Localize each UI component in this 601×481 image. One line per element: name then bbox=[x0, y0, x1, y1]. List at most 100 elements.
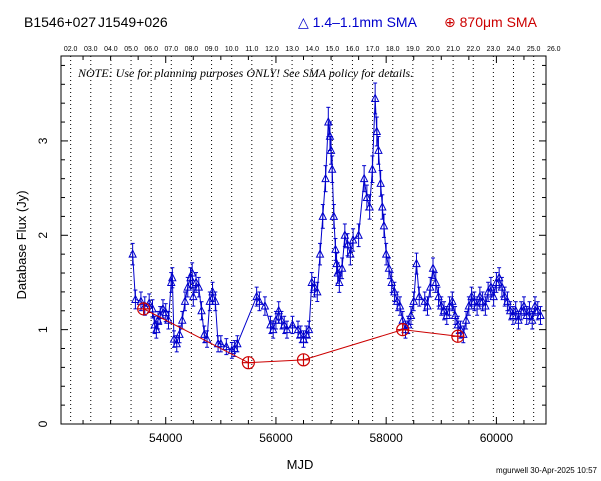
data-point bbox=[161, 307, 171, 317]
data-point bbox=[445, 300, 454, 310]
top-year-label: 02.0 bbox=[64, 46, 78, 53]
data-point bbox=[252, 291, 261, 301]
data-point bbox=[384, 263, 394, 272]
data-point bbox=[378, 201, 387, 211]
data-point bbox=[274, 305, 284, 315]
data-point bbox=[492, 277, 501, 286]
y-tick-label: 0 bbox=[36, 420, 50, 427]
data-point bbox=[194, 282, 204, 291]
data-point bbox=[436, 300, 446, 310]
data-point bbox=[472, 300, 482, 310]
top-year-label: 22.0 bbox=[466, 46, 480, 53]
data-point bbox=[503, 296, 512, 305]
data-point bbox=[216, 338, 226, 348]
top-year-label: 03.0 bbox=[84, 46, 98, 53]
top-year-label: 11.0 bbox=[245, 46, 258, 53]
data-point bbox=[183, 282, 193, 291]
data-point bbox=[370, 93, 380, 102]
data-point bbox=[335, 277, 344, 286]
data-point bbox=[175, 329, 184, 338]
top-year-label: 21.0 bbox=[446, 46, 460, 53]
data-point bbox=[392, 296, 402, 305]
data-point bbox=[325, 131, 335, 140]
data-point bbox=[331, 244, 340, 253]
data-point bbox=[447, 296, 457, 305]
planning-note: NOTE: Use for planning purposes ONLY! Se… bbox=[78, 66, 414, 80]
top-year-label: 15.0 bbox=[326, 46, 340, 53]
y-axis-label: Database Flux (Jy) bbox=[14, 190, 29, 299]
top-year-label: 20.0 bbox=[426, 46, 440, 53]
data-point bbox=[279, 319, 289, 329]
y-tick-label: 2 bbox=[36, 232, 50, 239]
x-tick-label: 58000 bbox=[369, 431, 403, 445]
data-point bbox=[307, 277, 317, 286]
data-point bbox=[169, 333, 179, 343]
data-point bbox=[205, 296, 215, 305]
top-year-label: 23.0 bbox=[487, 46, 501, 53]
data-point bbox=[136, 296, 146, 305]
top-year-label: 08.0 bbox=[185, 46, 199, 53]
data-series bbox=[128, 82, 545, 370]
data-point bbox=[478, 296, 487, 305]
x-tick-label: 60000 bbox=[480, 431, 514, 445]
data-point bbox=[527, 315, 537, 324]
legend-sma-870um: ⊕ 870μm SMA bbox=[444, 14, 537, 30]
data-point bbox=[395, 300, 405, 310]
series-sma-870um bbox=[137, 302, 465, 370]
data-point bbox=[340, 230, 350, 239]
data-point bbox=[158, 303, 168, 313]
top-year-label: 04.0 bbox=[104, 46, 118, 53]
data-point bbox=[327, 164, 337, 173]
data-point bbox=[428, 263, 438, 272]
data-point bbox=[326, 145, 336, 154]
data-point bbox=[348, 234, 358, 244]
data-point bbox=[164, 315, 173, 324]
data-point bbox=[187, 267, 197, 277]
x-tick-label: 56000 bbox=[259, 431, 293, 445]
data-point bbox=[177, 315, 187, 324]
data-point bbox=[312, 286, 322, 296]
series-sma-1mm bbox=[128, 82, 545, 359]
data-point bbox=[456, 324, 465, 334]
data-point bbox=[376, 178, 385, 187]
data-point bbox=[374, 145, 383, 154]
top-year-label: 26.0 bbox=[547, 46, 561, 53]
data-point bbox=[211, 296, 220, 305]
top-year-label: 19.0 bbox=[406, 46, 420, 53]
data-point bbox=[489, 291, 498, 301]
data-point bbox=[321, 173, 330, 183]
data-point bbox=[168, 272, 177, 282]
data-point bbox=[197, 305, 206, 315]
data-point bbox=[406, 310, 416, 319]
top-year-label: 09.0 bbox=[205, 46, 219, 53]
data-point bbox=[337, 263, 347, 272]
top-year-label: 06.0 bbox=[144, 46, 158, 53]
data-point bbox=[525, 305, 534, 315]
data-point bbox=[227, 345, 237, 354]
data-point bbox=[191, 277, 201, 286]
data-point bbox=[368, 164, 377, 173]
data-point bbox=[423, 300, 432, 310]
data-point bbox=[202, 333, 212, 343]
data-point bbox=[301, 329, 311, 338]
data-point bbox=[266, 319, 275, 329]
top-year-label: 07.0 bbox=[164, 46, 178, 53]
data-point bbox=[365, 201, 374, 211]
data-point bbox=[511, 305, 520, 315]
data-point bbox=[362, 192, 372, 202]
data-point bbox=[172, 338, 182, 348]
data-point bbox=[372, 126, 382, 135]
top-year-label: 16.0 bbox=[346, 46, 360, 53]
data-point bbox=[315, 249, 325, 258]
data-point bbox=[288, 319, 297, 329]
data-point bbox=[481, 300, 490, 310]
data-point bbox=[519, 300, 529, 310]
data-point bbox=[461, 315, 471, 324]
data-point bbox=[343, 239, 352, 249]
data-point bbox=[304, 324, 314, 334]
data-point bbox=[359, 173, 369, 183]
x-axis-label: MJD bbox=[287, 457, 314, 472]
data-point bbox=[483, 286, 493, 296]
data-point bbox=[533, 305, 543, 315]
data-point bbox=[464, 300, 474, 310]
